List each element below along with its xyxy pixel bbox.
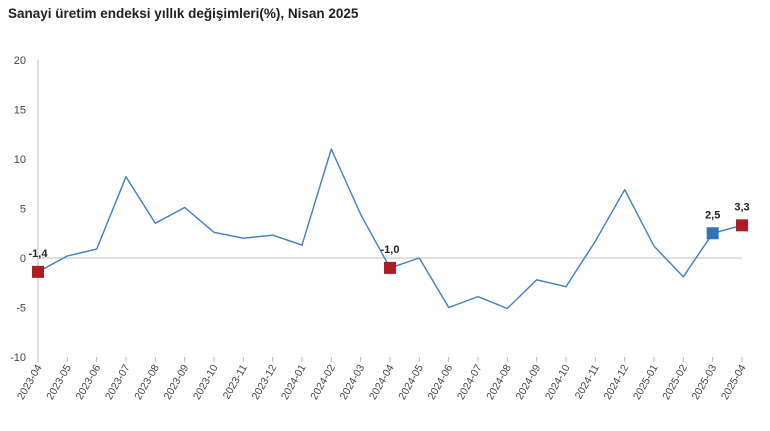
x-tick-label: 2024-09 (514, 362, 544, 402)
x-tick-label: 2025-01 (631, 362, 661, 402)
x-tick-label: 2024-11 (573, 362, 602, 401)
data-point-marker (32, 265, 44, 278)
data-point-marker (706, 227, 719, 240)
data-label: 2,5 (705, 209, 720, 221)
y-tick-label: -10 (10, 352, 26, 364)
y-tick-label: 5 (20, 204, 26, 216)
data-point-marker (384, 261, 396, 274)
x-tick-label: 2024-05 (396, 362, 426, 402)
data-label: 3,3 (734, 201, 749, 213)
x-tick-label: 2024-06 (426, 362, 456, 402)
x-tick-label: 2023-09 (162, 362, 192, 402)
x-tick-label: 2024-04 (367, 362, 397, 402)
x-tick-label: 2024-01 (279, 362, 309, 402)
chart-title: Sanayi üretim endeksi yıllık değişimleri… (8, 6, 359, 21)
x-tick-label: 2024-12 (602, 362, 632, 402)
data-point-marker (736, 219, 748, 232)
x-tick-label: 2023-12 (250, 362, 280, 402)
x-tick-label: 2024-02 (308, 362, 338, 402)
x-tick-label: 2023-08 (132, 362, 162, 402)
x-tick-label: 2023-07 (103, 362, 133, 402)
x-tick-label: 2025-02 (660, 362, 690, 402)
y-tick-label: 15 (14, 105, 26, 117)
data-label: -1,0 (381, 244, 400, 256)
x-tick-label: 2023-05 (44, 362, 74, 402)
x-tick-label: 2024-03 (338, 362, 368, 402)
x-tick-label: 2024-07 (455, 362, 485, 402)
x-tick-label: 2024-08 (484, 362, 514, 402)
x-tick-label: 2023-11 (221, 362, 250, 401)
data-label: -1,4 (29, 248, 49, 260)
series-line (37, 148, 743, 310)
x-tick-label: 2023-04 (15, 362, 45, 402)
y-tick-label: 20 (14, 55, 26, 67)
y-tick-label: 10 (14, 154, 26, 166)
y-tick-label: -5 (16, 303, 26, 315)
x-tick-label: 2025-03 (690, 362, 720, 402)
x-tick-label: 2024-10 (543, 362, 573, 402)
x-tick-label: 2023-10 (191, 362, 221, 402)
y-tick-label: 0 (20, 253, 26, 265)
x-tick-label: 2025-04 (719, 362, 749, 402)
x-tick-label: 2023-06 (74, 362, 104, 402)
